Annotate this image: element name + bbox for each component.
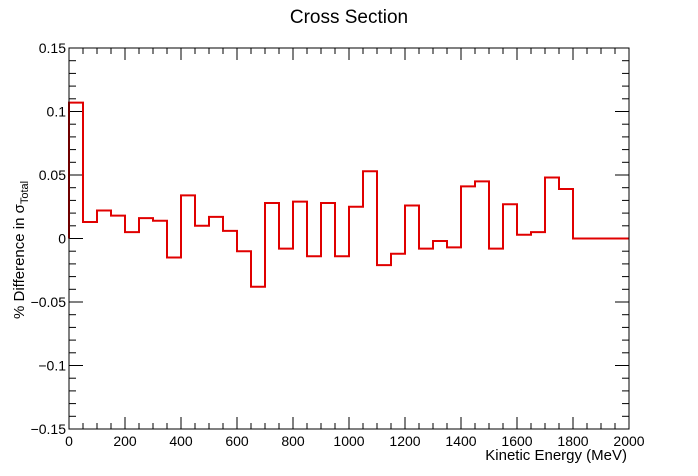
y-axis-title: % Difference in σTotal xyxy=(11,181,31,319)
y-tick-label: 0.1 xyxy=(47,104,67,120)
x-tick-label: 1200 xyxy=(389,433,420,449)
plot-frame xyxy=(68,47,630,430)
y-axis-title-symbol: σ xyxy=(11,203,28,213)
x-tick-label: 0 xyxy=(65,433,73,449)
x-tick-label: 1000 xyxy=(333,433,364,449)
y-axis-title-prefix: % Difference in xyxy=(11,213,28,319)
x-tick-label: 600 xyxy=(225,433,249,449)
chart-title: Cross Section xyxy=(290,7,408,28)
y-tick-label: −0.1 xyxy=(38,358,66,374)
x-tick-label: 400 xyxy=(169,433,193,449)
x-tick-label: 1400 xyxy=(445,433,476,449)
axis-tick-labels: 0 200 400 600 800 1000 1200 1400 1600 1800 2000 −0.… xyxy=(31,40,645,449)
x-tick-label: 2000 xyxy=(613,433,644,449)
series-line xyxy=(68,101,629,288)
x-tick-label: 1600 xyxy=(501,433,532,449)
y-tick-label: 0.05 xyxy=(39,167,66,183)
x-tick-label: 800 xyxy=(281,433,305,449)
y-tick-label: 0 xyxy=(58,231,66,247)
x-axis-title: Kinetic Energy (MeV) xyxy=(485,447,627,464)
y-tick-label: −0.05 xyxy=(31,294,67,310)
x-tick-label: 200 xyxy=(113,433,137,449)
y-axis-title-subscript: Total xyxy=(19,181,31,204)
y-tick-label: −0.15 xyxy=(31,421,67,437)
x-tick-label: 1800 xyxy=(557,433,588,449)
y-tick-label: 0.15 xyxy=(39,40,66,56)
